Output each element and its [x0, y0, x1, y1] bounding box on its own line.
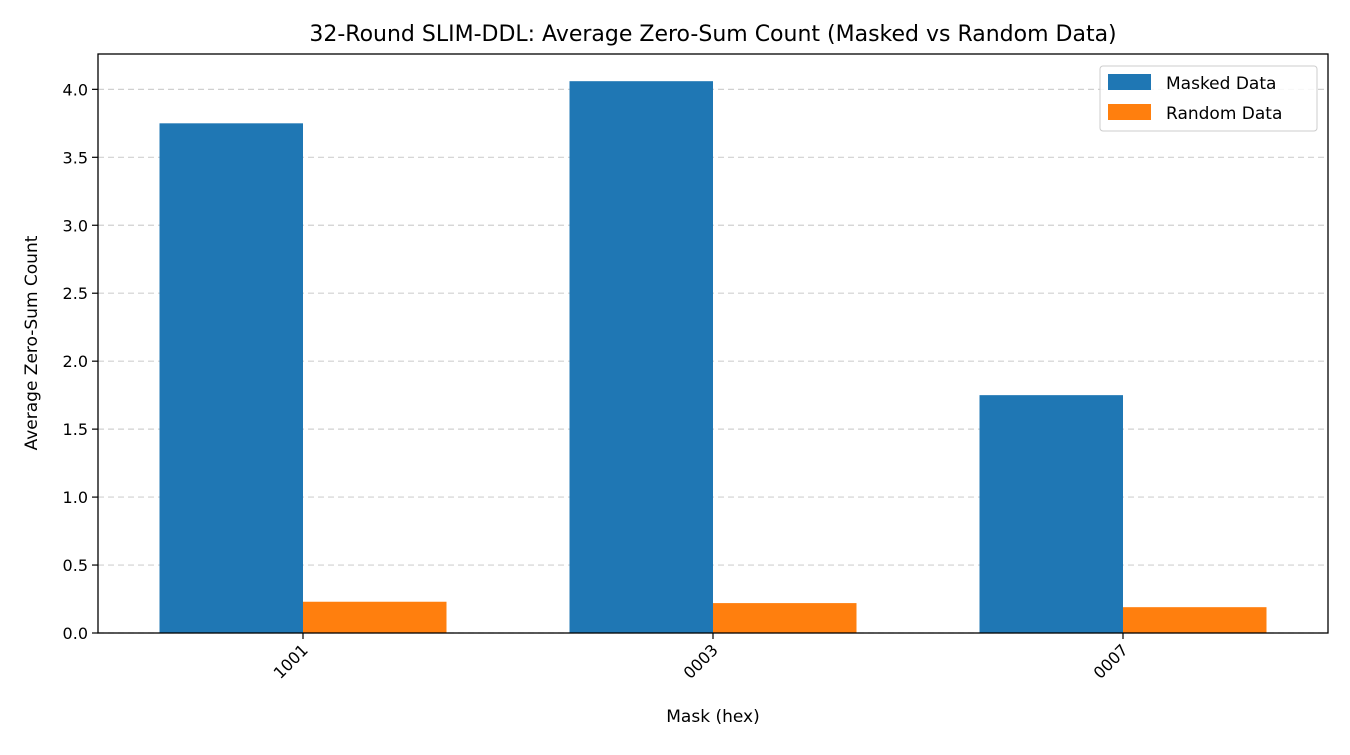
- legend-label-masked: Masked Data: [1166, 74, 1276, 94]
- y-tick-label: 4.0: [63, 80, 88, 99]
- legend-box: [1099, 65, 1318, 132]
- y-tick-label: 2.5: [63, 284, 88, 303]
- bar-random-data-0003: [713, 603, 857, 633]
- y-tick-label: 3.0: [63, 216, 88, 235]
- legend: Masked Data Random Data: [1099, 65, 1318, 132]
- legend-swatch-masked: [1108, 74, 1151, 90]
- y-axis-label: Average Zero-Sum Count: [22, 235, 42, 450]
- bar-random-data-0007: [1123, 607, 1267, 633]
- bar-masked-data-0007: [979, 395, 1123, 633]
- y-tick-label: 0.5: [63, 556, 88, 575]
- legend-swatch-random: [1108, 104, 1151, 120]
- y-tick-label: 3.5: [63, 148, 88, 167]
- y-tick-label: 2.0: [63, 352, 88, 371]
- y-tick-label: 1.0: [63, 488, 88, 507]
- bars: [159, 81, 1267, 634]
- bar-masked-data-0003: [569, 81, 713, 633]
- bar-random-data-1001: [303, 601, 447, 633]
- x-axis-label: Mask (hex): [666, 707, 759, 727]
- bar-masked-data-1001: [159, 123, 303, 634]
- y-tick-label: 0.0: [63, 624, 88, 643]
- chart-title: 32-Round SLIM-DDL: Average Zero-Sum Coun…: [309, 22, 1116, 47]
- y-tick-label: 1.5: [63, 420, 88, 439]
- y-axis-ticks: 0.0 0.5 1.0 1.5 2.0 2.5 3.0 3.5 4.0: [63, 80, 98, 643]
- legend-label-random: Random Data: [1166, 104, 1282, 124]
